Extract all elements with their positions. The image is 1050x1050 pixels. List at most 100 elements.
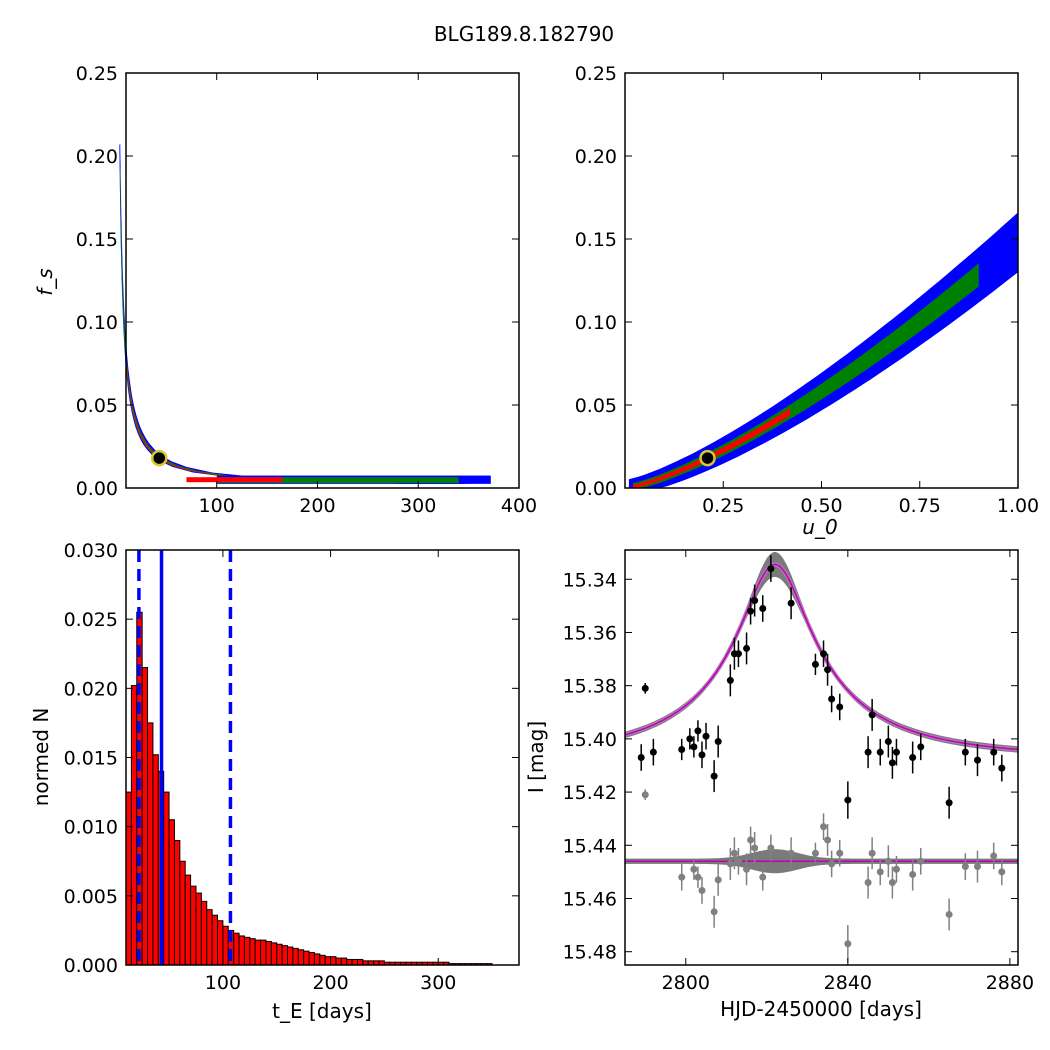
x-tick-label: 2840 (824, 972, 872, 994)
region-outer (119, 144, 475, 484)
x-tick-label: 100 (199, 495, 235, 517)
region-middle (119, 167, 327, 482)
ylabel-normed-n: normed N (29, 708, 53, 807)
histogram-bar (206, 909, 213, 966)
residual-point (888, 879, 896, 887)
data-point (743, 644, 751, 652)
histogram-bar (173, 840, 181, 966)
data-point (734, 650, 742, 658)
data-point (714, 738, 722, 746)
histogram-bar (324, 956, 332, 966)
y-tick-label: 0.010 (64, 817, 118, 839)
residual-point (909, 871, 917, 879)
data-point (844, 796, 852, 804)
best-fit-marker (151, 449, 168, 467)
y-tick-label: 0.05 (575, 395, 617, 417)
data-point (945, 799, 953, 807)
data-point (787, 599, 795, 607)
data-point (747, 607, 755, 615)
residual-point (998, 868, 1006, 876)
residual-point (811, 849, 819, 857)
y-tick-label: 0.030 (64, 540, 118, 562)
histogram-bar (249, 938, 256, 966)
y-tick-label: 15.46 (563, 888, 617, 910)
data-point (961, 748, 969, 756)
histogram-bar (330, 956, 337, 966)
histogram-bar (346, 958, 353, 966)
histogram-bar (356, 958, 364, 966)
x-tick-label: 400 (501, 495, 537, 517)
y-tick-label: 0.00 (575, 478, 617, 500)
residual-point (759, 873, 767, 881)
y-tick-label: 15.48 (563, 942, 617, 964)
plot-area (625, 551, 1018, 963)
histogram-bar (190, 885, 197, 966)
xlabel-hjd: HJD-2450000 [days] (720, 997, 922, 1021)
data-point (892, 748, 900, 756)
residual-point (710, 908, 718, 916)
y-tick-label: 15.36 (563, 622, 617, 644)
residual-point (730, 849, 738, 857)
histogram-bar (297, 949, 305, 966)
plot-frame (624, 549, 1019, 966)
residual-point (726, 860, 734, 868)
residual-point (678, 873, 686, 881)
data-point (909, 754, 917, 761)
y-tick-label: 0.00 (76, 478, 118, 500)
y-tick-label: 0.25 (76, 63, 118, 85)
data-point (637, 754, 645, 761)
x-tick-label: 2880 (986, 972, 1034, 994)
histogram-bar (125, 791, 132, 966)
region-middle-tail (216, 477, 459, 484)
y-tick-label: 15.34 (563, 569, 617, 591)
region-inner (125, 355, 279, 480)
residual-point (787, 849, 795, 857)
plot-frame (125, 72, 520, 489)
histogram-bar (184, 874, 192, 966)
histogram-bar (200, 900, 208, 966)
x-tick-label: 1.00 (997, 495, 1039, 517)
residual-point (917, 857, 925, 865)
y-tick-label: 0.25 (575, 63, 617, 85)
data-point (694, 727, 702, 735)
residual-point (698, 887, 706, 895)
y-tick-label: 0.000 (64, 955, 118, 977)
x-tick-label: 0.50 (800, 495, 842, 517)
region-inner-tail (186, 477, 283, 483)
residual-point (694, 873, 702, 881)
data-point (686, 735, 694, 743)
histogram-bar (260, 939, 267, 966)
histogram-bar (335, 957, 342, 966)
y-tick-label: 15.40 (563, 729, 617, 751)
x-tick-label: 2800 (662, 972, 710, 994)
y-tick-label: 0.020 (64, 678, 118, 700)
y-tick-label: 0.025 (64, 609, 118, 631)
histogram-bar (152, 754, 159, 966)
ylabel-fs: f_s (33, 268, 57, 295)
y-tick-label: 0.05 (76, 395, 118, 417)
histogram-bar (179, 860, 186, 966)
histogram-bar (351, 958, 358, 966)
histogram-bar (238, 935, 245, 966)
histogram-bar (211, 914, 219, 966)
histogram-bar (313, 953, 321, 966)
residual-point (864, 879, 872, 887)
histogram-bar (243, 936, 251, 966)
residual-point (961, 863, 969, 871)
data-point (726, 676, 734, 684)
data-point (973, 756, 981, 764)
data-point (888, 759, 896, 767)
y-tick-label: 0.005 (64, 886, 118, 908)
residual-point (734, 857, 742, 865)
data-point (698, 751, 706, 759)
data-point (864, 748, 872, 756)
residual-point (828, 860, 836, 868)
histogram-bar (281, 945, 289, 966)
y-tick-label: 0.20 (575, 146, 617, 168)
data-point (884, 738, 892, 746)
panel-light-curve: 2800 2840 2880 15.34 15.36 15.38 15.40 15.42 15.… (563, 549, 1034, 994)
data-point (824, 666, 832, 674)
data-point (690, 743, 698, 751)
data-point (649, 748, 657, 756)
